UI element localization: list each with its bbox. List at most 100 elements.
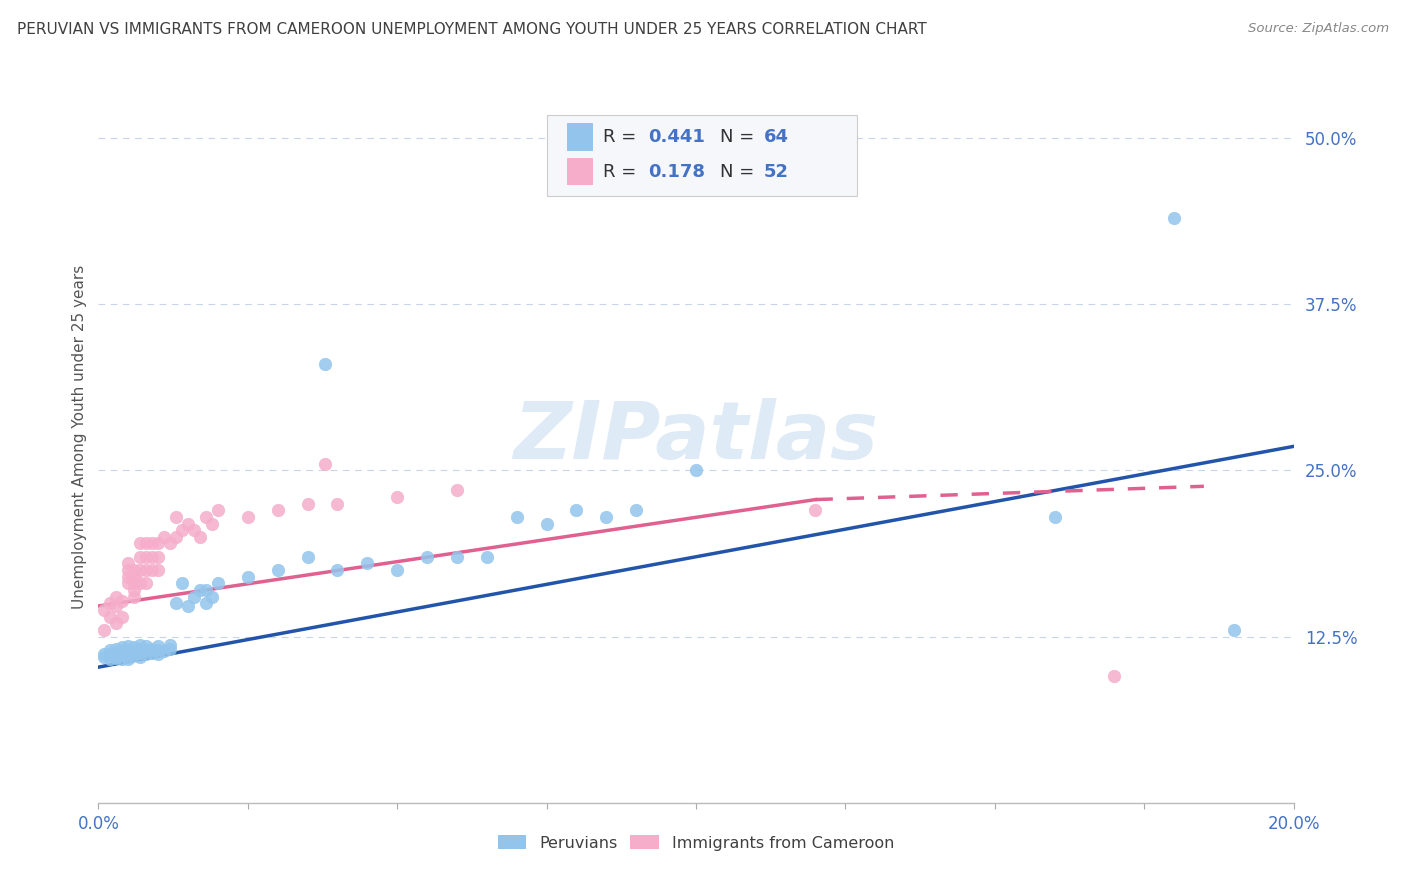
Point [124,640,146,655]
Point [135,576,157,591]
Point [267,563,290,577]
Point [165,530,187,544]
Point [148,643,170,657]
Point [105,590,128,604]
Point [195,582,218,597]
Point [124,644,146,658]
Text: R =: R = [603,162,641,180]
Point [135,536,157,550]
Point [93,603,115,617]
Point [195,596,218,610]
Point [1223,623,1246,637]
Point [111,644,134,658]
Point [267,503,290,517]
Point [446,549,468,564]
Point [315,457,337,471]
Point [236,570,259,584]
Point [124,576,146,591]
Point [124,590,146,604]
Point [148,563,170,577]
Point [111,640,134,655]
Point [595,509,617,524]
Point [385,490,409,504]
Point [135,639,157,653]
Point [93,623,115,637]
Point [207,503,229,517]
Point [804,503,827,517]
Point [141,563,163,577]
Point [177,516,200,531]
Point [105,616,128,631]
Point [117,639,139,653]
Point [188,582,211,597]
Point [236,509,259,524]
Point [129,576,152,591]
Point [565,503,588,517]
Point [111,593,134,607]
Point [141,536,163,550]
Point [172,523,194,537]
Point [177,599,200,613]
Legend: Peruvians, Immigrants from Cameroon: Peruvians, Immigrants from Cameroon [491,829,901,857]
Point [129,638,152,652]
Point [124,563,146,577]
Text: 0.178: 0.178 [648,162,706,180]
FancyBboxPatch shape [567,123,593,151]
Point [105,649,128,664]
Point [105,599,128,613]
Point [129,646,152,660]
Point [385,563,409,577]
Point [141,641,163,656]
Point [207,576,229,591]
Point [98,652,122,666]
Point [98,609,122,624]
Point [129,549,152,564]
Point [135,549,157,564]
Text: Source: ZipAtlas.com: Source: ZipAtlas.com [1249,22,1389,36]
Point [135,647,157,661]
Point [98,596,122,610]
Point [148,639,170,653]
Text: 64: 64 [763,128,789,146]
Point [98,643,122,657]
Point [93,647,115,661]
Point [446,483,468,498]
Text: PERUVIAN VS IMMIGRANTS FROM CAMEROON UNEMPLOYMENT AMONG YOUTH UNDER 25 YEARS COR: PERUVIAN VS IMMIGRANTS FROM CAMEROON UNE… [17,22,927,37]
Point [111,648,134,663]
Point [201,516,224,531]
Point [105,650,128,665]
Point [188,530,211,544]
Point [165,509,187,524]
Text: 0.441: 0.441 [648,128,704,146]
Text: N =: N = [720,162,759,180]
Text: ZIPatlas: ZIPatlas [513,398,879,476]
Point [148,647,170,661]
Point [135,643,157,657]
Point [183,590,205,604]
Point [135,563,157,577]
FancyBboxPatch shape [567,158,593,186]
Point [129,536,152,550]
Text: R =: R = [603,128,641,146]
Point [506,509,529,524]
Point [297,549,319,564]
Point [117,647,139,661]
Point [129,563,152,577]
Point [297,497,319,511]
Point [153,530,176,544]
Point [124,570,146,584]
Point [1104,669,1126,683]
Point [148,536,170,550]
Point [111,652,134,666]
Point [129,641,152,656]
Point [117,643,139,657]
Point [1043,509,1066,524]
Point [159,638,181,652]
Point [536,516,558,531]
Point [356,557,378,571]
Point [124,582,146,597]
Point [201,590,224,604]
Point [326,563,349,577]
FancyBboxPatch shape [547,115,858,195]
Point [159,641,181,656]
